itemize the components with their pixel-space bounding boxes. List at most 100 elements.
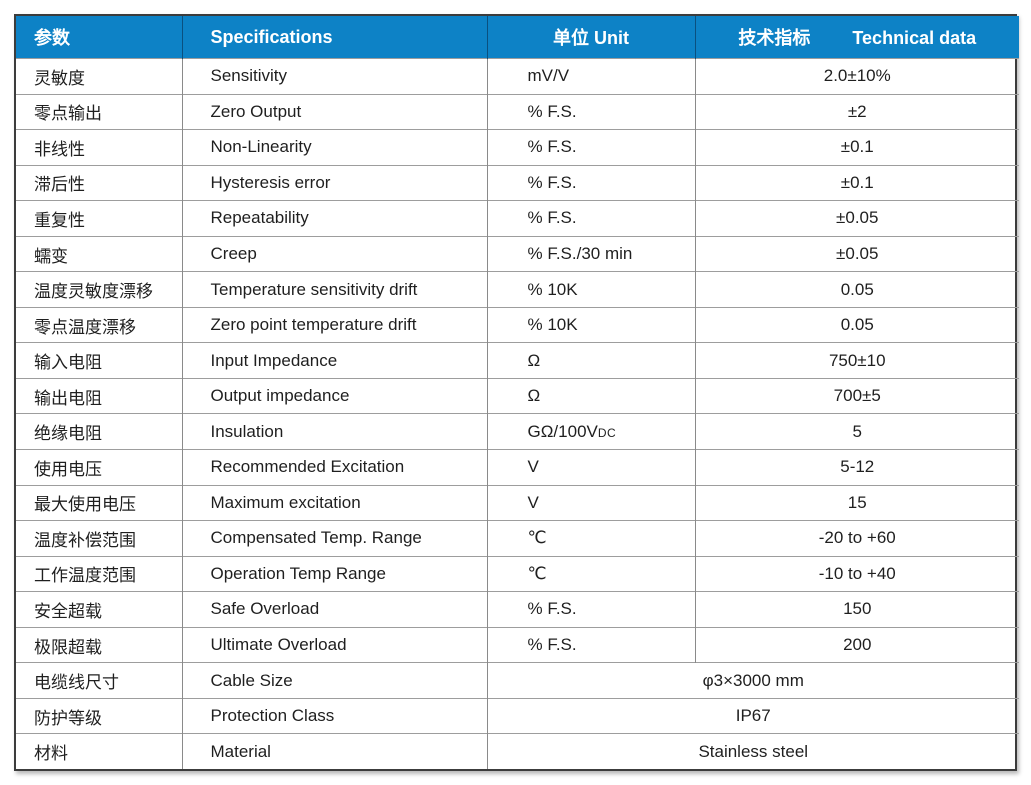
unit-cell: % F.S. — [486, 626, 695, 663]
unit-cell: % F.S. — [486, 93, 695, 130]
unit-text: GΩ/100V — [527, 421, 598, 441]
table-row: 零点输出 Zero Output % F.S. ±2 — [16, 93, 1019, 130]
merged-value-cell: Stainless steel — [486, 733, 1019, 769]
param-cell: 温度灵敏度漂移 — [16, 271, 182, 308]
unit-text: mV/V — [527, 66, 570, 86]
unit-cell: % F.S./30 min — [486, 235, 695, 272]
spec-cell: Zero point temperature drift — [181, 306, 487, 343]
merged-value-cell: IP67 — [486, 697, 1019, 734]
unit-cell: GΩ/100VDC — [486, 413, 695, 450]
spec-cell: Repeatability — [181, 200, 487, 237]
unit-text: % F.S./30 min — [527, 244, 633, 263]
unit-cell: % F.S. — [486, 129, 695, 166]
header-row: 参数 Specifications 单位 Unit 技术指标 Technical… — [16, 16, 1019, 59]
table-row: 输入电阻 Input Impedance Ω 750±10 — [16, 342, 1019, 379]
unit-cell: % 10K — [486, 271, 695, 308]
unit-text: Ω — [527, 350, 541, 370]
unit-text: % 10K — [527, 315, 578, 335]
unit-text: Ω — [527, 386, 541, 406]
value-cell: ±0.05 — [694, 200, 1019, 237]
table-row: 极限超载 Ultimate Overload % F.S. 200 — [16, 626, 1019, 663]
value-cell: 150 — [694, 591, 1019, 628]
spec-cell: Insulation — [181, 413, 487, 450]
unit-suffix: DC — [597, 425, 617, 440]
param-cell: 非线性 — [16, 129, 182, 166]
table-row: 绝缘电阻 Insulation GΩ/100VDC 5 — [16, 413, 1019, 450]
unit-cell: ℃ — [486, 555, 695, 592]
value-cell: 0.05 — [694, 271, 1019, 308]
unit-text: % F.S. — [527, 208, 577, 228]
param-cell: 电缆线尺寸 — [16, 662, 182, 699]
param-cell: 蠕变 — [16, 235, 182, 272]
unit-text: ℃ — [527, 528, 547, 548]
unit-cell: Ω — [486, 342, 695, 379]
unit-cell: V — [486, 449, 695, 486]
value-cell: 750±10 — [694, 342, 1019, 379]
spec-cell: Safe Overload — [181, 591, 487, 628]
value-cell: 0.05 — [694, 306, 1019, 343]
value-cell: -10 to +40 — [694, 555, 1019, 592]
spec-cell: Input Impedance — [181, 342, 487, 379]
value-cell: ±0.1 — [694, 129, 1019, 166]
unit-cell: % F.S. — [486, 200, 695, 237]
table-row: 非线性 Non-Linearity % F.S. ±0.1 — [16, 129, 1019, 166]
unit-text: V — [527, 492, 539, 512]
table-row: 输出电阻 Output impedance Ω 700±5 — [16, 377, 1019, 414]
table-row: 滞后性 Hysteresis error % F.S. ±0.1 — [16, 164, 1019, 201]
param-cell: 绝缘电阻 — [16, 413, 182, 450]
unit-text: % F.S. — [527, 137, 577, 157]
spec-cell: Material — [181, 733, 487, 769]
unit-cell: % F.S. — [486, 164, 695, 201]
param-cell: 滞后性 — [16, 164, 182, 201]
header-unit: 单位 Unit — [486, 16, 695, 59]
table-row: 重复性 Repeatability % F.S. ±0.05 — [16, 200, 1019, 237]
spec-cell: Non-Linearity — [181, 129, 487, 166]
param-cell: 安全超载 — [16, 591, 182, 628]
param-cell: 材料 — [16, 733, 182, 769]
value-cell: 5-12 — [694, 449, 1019, 486]
table-row: 材料 Material Stainless steel — [16, 733, 1019, 769]
spec-table: 参数 Specifications 单位 Unit 技术指标 Technical… — [16, 16, 1019, 769]
unit-text: % F.S. — [527, 599, 577, 619]
unit-text: ℃ — [527, 563, 547, 583]
param-cell: 零点温度漂移 — [16, 306, 182, 343]
param-cell: 零点输出 — [16, 93, 182, 130]
merged-value-cell: φ3×3000 mm — [486, 662, 1019, 699]
param-cell: 输出电阻 — [16, 377, 182, 414]
spec-cell: Temperature sensitivity drift — [181, 271, 487, 308]
table-row: 温度灵敏度漂移 Temperature sensitivity drift % … — [16, 271, 1019, 308]
header-technical-data-zh: 技术指标 — [738, 28, 811, 48]
spec-cell: Cable Size — [181, 662, 487, 699]
unit-cell: mV/V — [486, 58, 695, 95]
spec-cell: Protection Class — [181, 697, 487, 734]
value-cell: ±2 — [694, 93, 1019, 130]
spec-cell: Compensated Temp. Range — [181, 520, 487, 557]
table-row: 最大使用电压 Maximum excitation V 15 — [16, 484, 1019, 521]
value-cell: 700±5 — [694, 377, 1019, 414]
header-technical-data: 技术指标 Technical data — [694, 16, 1019, 59]
spec-cell: Output impedance — [181, 377, 487, 414]
param-cell: 最大使用电压 — [16, 484, 182, 521]
unit-text: % 10K — [527, 279, 578, 299]
table-row: 灵敏度 Sensitivity mV/V 2.0±10% — [16, 58, 1019, 95]
param-cell: 输入电阻 — [16, 342, 182, 379]
param-cell: 防护等级 — [16, 697, 182, 734]
param-cell: 工作温度范围 — [16, 555, 182, 592]
value-cell: -20 to +60 — [694, 520, 1019, 557]
spec-cell: Sensitivity — [181, 58, 487, 95]
unit-text: % F.S. — [527, 101, 577, 121]
param-cell: 灵敏度 — [16, 58, 182, 95]
spec-table-frame: 参数 Specifications 单位 Unit 技术指标 Technical… — [14, 14, 1019, 771]
param-cell: 使用电压 — [16, 449, 182, 486]
spec-cell: Maximum excitation — [181, 484, 487, 521]
table-row: 零点温度漂移 Zero point temperature drift % 10… — [16, 306, 1019, 343]
param-cell: 极限超载 — [16, 626, 182, 663]
table-row: 蠕变 Creep % F.S./30 min ±0.05 — [16, 235, 1019, 272]
spec-cell: Recommended Excitation — [181, 449, 487, 486]
unit-text: % F.S. — [527, 635, 577, 655]
value-cell: 200 — [694, 626, 1019, 663]
unit-text: % F.S. — [527, 172, 577, 192]
header-specifications: Specifications — [181, 16, 487, 59]
spec-cell: Hysteresis error — [181, 164, 487, 201]
